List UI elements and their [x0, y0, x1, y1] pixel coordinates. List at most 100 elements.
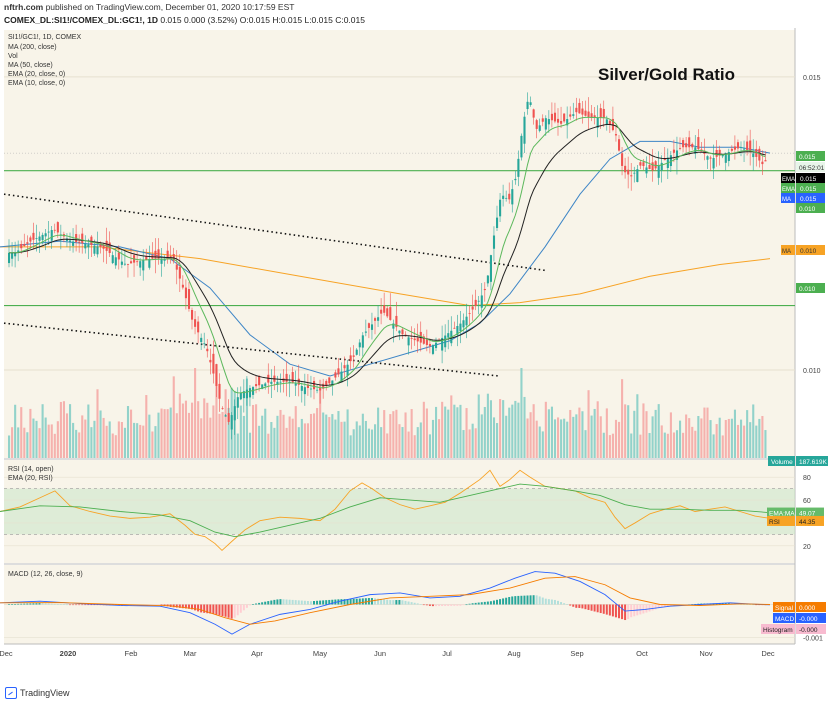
macd-histogram-bar [627, 604, 630, 619]
axis-tag-value: 0.010 [799, 286, 816, 293]
macd-histogram-bar [276, 599, 279, 605]
volume-bar [691, 426, 694, 458]
indicator-legend: Vol [8, 53, 18, 60]
candle-body [557, 118, 560, 123]
volume-bar [593, 408, 596, 458]
macd-histogram-bar [273, 599, 276, 605]
volume-bar [172, 376, 175, 458]
macd-histogram-bar [471, 603, 474, 605]
volume-bar [285, 427, 288, 458]
volume-bar [258, 425, 261, 458]
axis-tag-bg [796, 193, 825, 203]
macd-histogram-bar [550, 599, 553, 605]
volume-bar [81, 415, 84, 458]
candle-body [660, 162, 663, 171]
volume-bar [264, 408, 267, 458]
tradingview-logo[interactable]: TradingView [5, 687, 70, 699]
macd-line [0, 571, 771, 635]
macd-histogram-bar [444, 604, 447, 606]
candle-body [538, 125, 541, 131]
macd-histogram-bar [181, 604, 184, 609]
candle-body [17, 250, 20, 252]
macd-histogram-bar [65, 604, 68, 606]
macd-histogram-bar [614, 604, 617, 618]
macd-histogram-bar [587, 604, 590, 610]
macd-histogram-bar [465, 604, 468, 606]
volume-bar [538, 426, 541, 458]
macd-histogram-bar [441, 604, 444, 606]
candle-body [642, 162, 645, 167]
candle-body [675, 150, 679, 160]
volume-bar [553, 419, 557, 458]
macd-histogram-bar [361, 598, 364, 605]
volume-tag-name-bg [768, 456, 795, 466]
candle-body [294, 383, 297, 386]
candle-body [114, 257, 117, 266]
volume-bar [514, 400, 517, 458]
chart-canvas[interactable]: 0.015 0.010 Silver/Gold Ratio SI1!/GC1!, 1D… [0, 28, 840, 684]
macd-histogram-bar [17, 603, 20, 605]
ema10-line [9, 116, 766, 394]
candle-body [749, 140, 752, 152]
candle-body [142, 260, 145, 271]
macd-histogram-bar [316, 600, 319, 605]
candle-body [563, 113, 566, 122]
brand-label: TradingView [20, 688, 70, 698]
volume-bar [218, 413, 221, 458]
macd-histogram-bar [755, 604, 758, 606]
volume-bar [706, 407, 709, 458]
volume-bar [23, 427, 26, 458]
macd-tag-name-bg [773, 613, 795, 623]
candle-body [227, 413, 230, 422]
candle-body [569, 114, 572, 117]
x-tick-label: Jun [374, 649, 386, 658]
volume-bar [288, 416, 291, 458]
volume-bar [69, 404, 72, 458]
volume-bar [203, 398, 206, 458]
candle-body [529, 102, 532, 105]
macd-histogram-bar [38, 603, 41, 605]
volume-bar [413, 435, 416, 458]
macd-histogram-bar [50, 603, 53, 605]
volume-bar [544, 401, 547, 458]
volume-bar [666, 433, 669, 458]
candle-body [242, 391, 245, 399]
symbol-line: COMEX_DL:SI1!/COMEX_DL:GC1!, 1D 0.015 0.… [4, 15, 365, 25]
volume-bar [740, 419, 743, 458]
volume-bar [410, 409, 413, 458]
macd-histogram-bar [340, 599, 343, 605]
site-name: nftrh.com [4, 2, 44, 12]
macd-histogram-bar [746, 604, 749, 605]
macd-histogram-bar [53, 603, 56, 605]
candle-body [120, 261, 123, 265]
volume-bar [114, 435, 117, 458]
macd-histogram-bar [605, 604, 608, 615]
macd-histogram-bar [187, 604, 190, 609]
volume-bar [169, 407, 172, 458]
volume-bar [474, 428, 477, 458]
candle-body [428, 344, 431, 347]
volume-bar [47, 424, 50, 458]
x-tick-label: Apr [251, 649, 263, 658]
x-tick-label: Oct [636, 649, 649, 658]
candle-body [374, 318, 377, 321]
candle-body [197, 321, 200, 333]
volume-bar [703, 407, 706, 458]
candle-body [81, 233, 84, 244]
macd-histogram-bar [468, 603, 471, 605]
candle-body [50, 230, 53, 241]
candle-body [453, 327, 456, 329]
volume-bar [44, 417, 47, 458]
macd-histogram-bar [26, 603, 29, 605]
axis-tag-name: EMA [782, 187, 795, 193]
volume-bar [639, 434, 642, 458]
candle-body [297, 378, 300, 385]
x-tick-label: May [313, 649, 327, 658]
volume-bar [688, 418, 691, 458]
macd-histogram-bar [514, 596, 517, 605]
candle-body [102, 244, 105, 249]
macd-histogram-bar [517, 595, 520, 605]
volume-bar [651, 416, 654, 458]
macd-histogram-bar [749, 604, 752, 605]
macd-histogram-bar [435, 604, 437, 607]
